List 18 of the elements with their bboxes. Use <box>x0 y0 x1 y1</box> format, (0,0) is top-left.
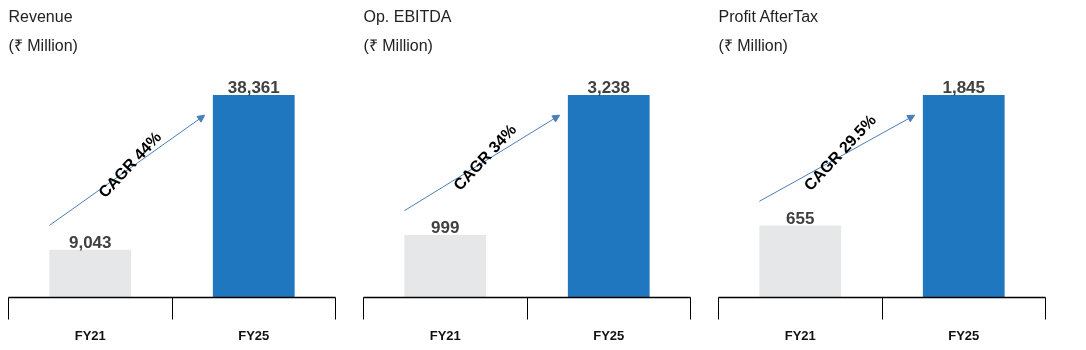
chart-title: Op. EBITDA <box>363 7 452 25</box>
data-label: 655 <box>786 208 815 228</box>
chart-subtitle: (₹ Million) <box>363 36 433 54</box>
data-label: 38,361 <box>227 77 280 97</box>
x-tick-label: FY25 <box>238 327 270 343</box>
x-tick-label: FY21 <box>429 327 461 343</box>
chart-title: Profit AfterTax <box>718 7 819 25</box>
data-label: 9,043 <box>68 232 112 252</box>
x-tick-label: FY21 <box>74 327 106 343</box>
data-label: 999 <box>431 218 460 238</box>
chart-subtitle: (₹ Million) <box>8 36 78 54</box>
x-tick-label: FY21 <box>784 327 816 343</box>
x-tick-label: FY25 <box>948 327 980 343</box>
chart-subtitle: (₹ Million) <box>718 36 788 54</box>
data-label: 3,238 <box>587 77 631 97</box>
data-label: 1,845 <box>942 77 986 97</box>
chart-title: Revenue <box>8 7 73 25</box>
x-tick-label: FY25 <box>593 327 625 343</box>
